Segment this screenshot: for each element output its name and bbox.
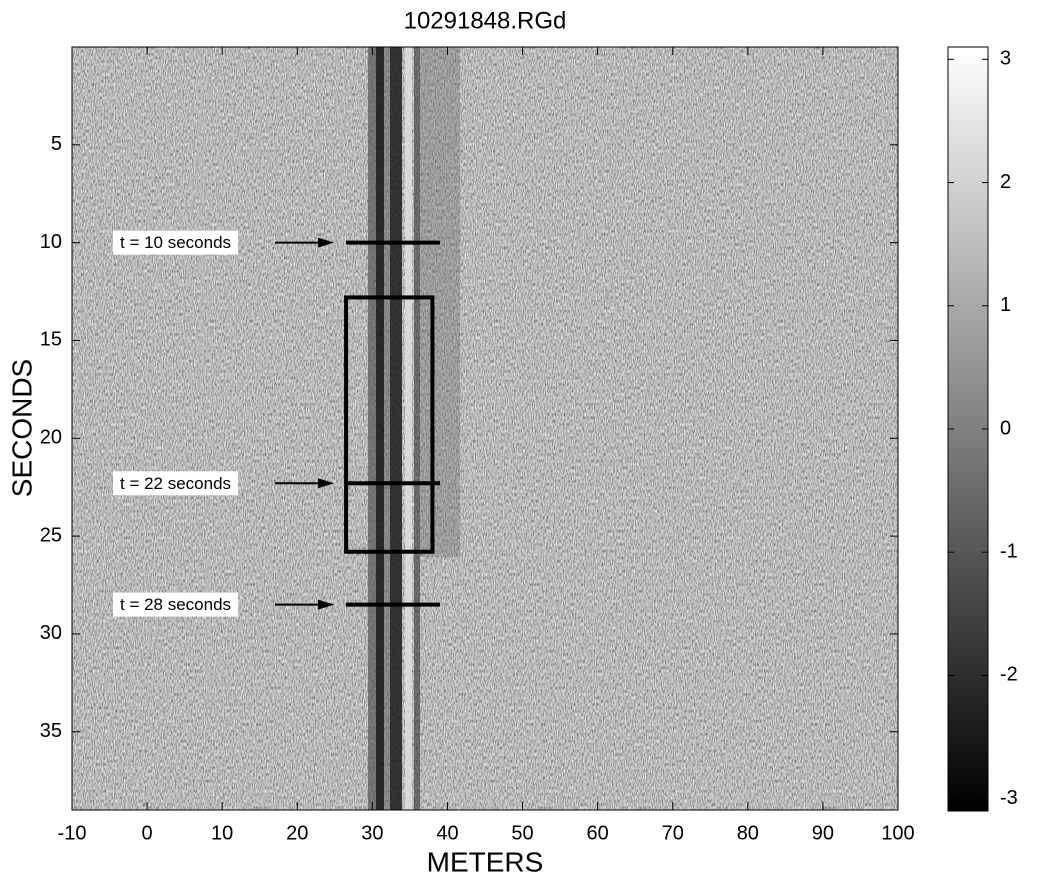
annotation-arrowhead <box>318 599 335 610</box>
colorbar <box>947 46 989 812</box>
x-tick-label: 100 <box>881 822 914 844</box>
colorbar-tick-label: -1 <box>1000 541 1018 563</box>
x-tick-label: 50 <box>511 822 533 844</box>
annotation-box <box>113 592 239 617</box>
x-tick-label: 40 <box>436 822 458 844</box>
colorbar-tick-label: 3 <box>1000 48 1011 70</box>
annotation-box <box>113 230 239 255</box>
plot-frame <box>71 46 899 811</box>
x-axis-label: METERS <box>427 846 544 877</box>
chart-title: 10291848.RGd <box>404 7 567 34</box>
y-tick-label: 10 <box>40 231 62 253</box>
y-tick-label: 15 <box>40 329 62 351</box>
annotation-label: t = 22 seconds <box>120 474 231 493</box>
x-tick-label: 80 <box>737 822 759 844</box>
colorbar-tick-label: 0 <box>1000 417 1011 439</box>
x-tick-label: 70 <box>662 822 684 844</box>
y-tick-label: 30 <box>40 622 62 644</box>
y-tick-label: 20 <box>40 427 62 449</box>
colorbar-tick-label: -3 <box>1000 787 1018 809</box>
x-tick-label: 60 <box>587 822 609 844</box>
y-tick-label: 35 <box>40 720 62 742</box>
y-axis-label: SECONDS <box>6 359 37 497</box>
annotation-arrowhead <box>318 478 335 489</box>
annotation-label: t = 10 seconds <box>120 233 231 252</box>
image <box>72 47 898 810</box>
x-tick-label: 10 <box>211 822 233 844</box>
colorbar-tick-label: 1 <box>1000 294 1011 316</box>
highlight-box <box>344 295 435 554</box>
y-tick-label: 5 <box>51 133 62 155</box>
colorbar-tick-label: 2 <box>1000 171 1011 193</box>
x-tick-label: 20 <box>286 822 308 844</box>
x-tick-label: 0 <box>142 822 153 844</box>
y-tick-label: 25 <box>40 524 62 546</box>
annotation-box <box>113 471 239 496</box>
x-tick-label: 90 <box>812 822 834 844</box>
annotation-arrowhead <box>318 237 335 248</box>
x-tick-label: 30 <box>361 822 383 844</box>
colorbar-tick-label: -2 <box>1000 664 1018 686</box>
annotation-label: t = 28 seconds <box>120 595 231 614</box>
x-tick-label: -10 <box>58 822 87 844</box>
